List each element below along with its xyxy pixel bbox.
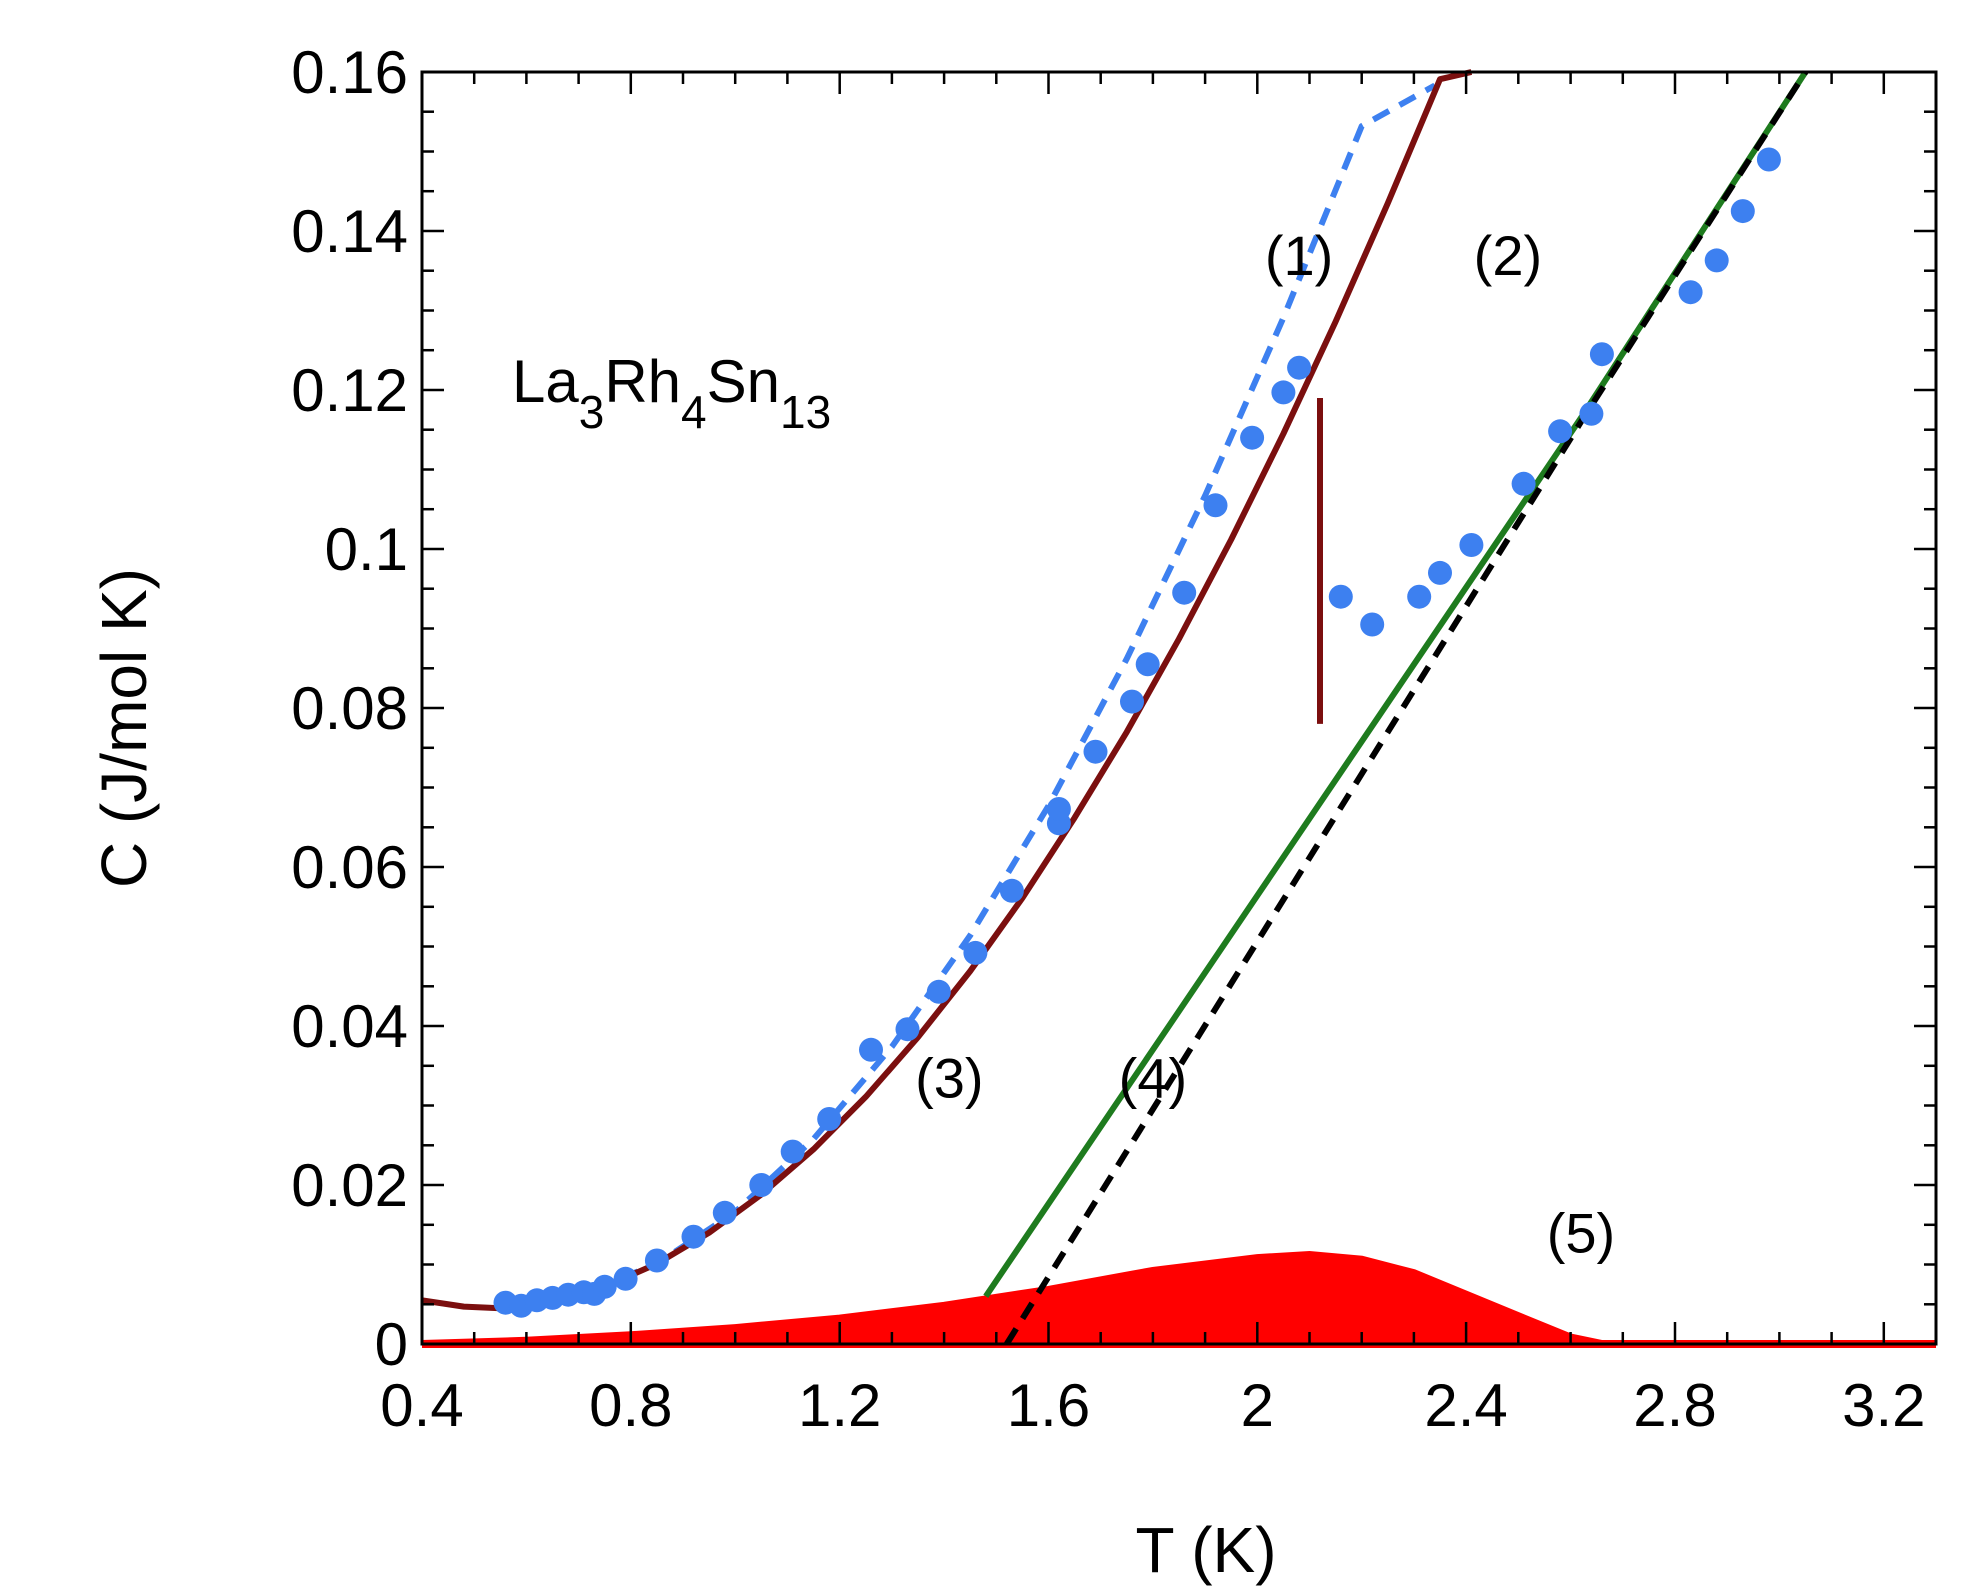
data-point: [681, 1224, 706, 1249]
data-point: [1589, 342, 1614, 367]
annotation-curve-5: (5): [1547, 1202, 1615, 1265]
data-point: [895, 1017, 920, 1042]
data-point: [712, 1200, 737, 1225]
data-point: [1083, 739, 1108, 764]
annotation-curve-4: (4): [1119, 1047, 1187, 1110]
data-point: [1756, 147, 1781, 172]
data-point: [1328, 584, 1353, 609]
ticks-layer: 0.4 0.8 1.2 1.6 2 2.4 2.8 3.2 0 0.02 0.04 0.06 0.08 0…: [291, 39, 1938, 1439]
data-point: [963, 940, 988, 965]
data-point: [749, 1173, 774, 1197]
data-point: [999, 878, 1024, 903]
y-tick-label: 0.08: [291, 675, 408, 742]
data-point: [1046, 797, 1071, 821]
formula-sub-2: 4: [681, 386, 707, 438]
x-tick-label: 2: [1241, 1372, 1274, 1439]
data-point: [1407, 584, 1432, 609]
text-layer: T (K) C (J/mol K) La3Rh4Sn13 (1) (2) (3)…: [88, 224, 1615, 1586]
y-tick-label: 0.16: [291, 39, 408, 106]
series-layer: [422, 69, 1936, 1348]
x-tick-label: 1.6: [1007, 1372, 1090, 1439]
formula-el-1: La: [512, 348, 579, 415]
data-point: [1704, 248, 1729, 273]
x-tick-label: 0.8: [589, 1372, 672, 1439]
x-tick-label: 2.4: [1424, 1372, 1507, 1439]
series-4-line: [1004, 70, 1809, 1346]
data-point: [1271, 380, 1296, 405]
annotation-curve-3: (3): [915, 1047, 983, 1110]
compound-formula: La3Rh4Sn13: [512, 348, 831, 438]
y-axis-label: C (J/mol K): [88, 568, 160, 888]
data-point: [926, 979, 951, 1004]
data-point: [780, 1139, 805, 1164]
y-tick-label: 0: [375, 1311, 408, 1378]
data-point: [1120, 689, 1144, 714]
data-point: [1172, 580, 1197, 605]
data-point: [1548, 419, 1573, 444]
data-point: [1730, 199, 1755, 224]
x-tick-label: 1.2: [798, 1372, 881, 1439]
formula-el-2: Rh: [604, 348, 681, 415]
data-point: [1360, 612, 1385, 637]
data-point: [1579, 401, 1604, 426]
data-point: [1678, 280, 1703, 305]
series-5-area: [422, 1250, 1936, 1348]
x-tick-label: 0.4: [380, 1372, 463, 1439]
data-point: [592, 1274, 617, 1299]
data-point: [1428, 560, 1452, 585]
y-tick-label: 0.12: [291, 357, 408, 424]
y-tick-label: 0.14: [291, 198, 408, 265]
data-point: [1203, 493, 1228, 518]
data-point: [1511, 471, 1536, 496]
data-point: [859, 1037, 883, 1062]
data-point: [1240, 425, 1265, 450]
y-tick-label: 0.1: [325, 516, 408, 583]
x-axis-label: T (K): [1135, 1514, 1276, 1586]
y-tick-label: 0.02: [291, 1152, 408, 1219]
data-point: [613, 1266, 638, 1291]
formula-sub-1: 3: [579, 386, 605, 438]
formula-sub-3: 13: [780, 386, 831, 438]
data-point: [644, 1248, 669, 1273]
data-point: [1287, 355, 1312, 380]
y-tick-label: 0.06: [291, 834, 408, 901]
x-tick-label: 3.2: [1842, 1372, 1925, 1439]
data-point: [1135, 652, 1160, 677]
series-3-line: [983, 70, 1809, 1298]
formula-el-3: Sn: [707, 348, 780, 415]
annotation-curve-1: (1): [1265, 224, 1333, 287]
x-tick-label: 2.8: [1633, 1372, 1716, 1439]
y-tick-label: 0.04: [291, 993, 408, 1060]
data-point: [1459, 533, 1484, 557]
data-point: [817, 1107, 842, 1131]
annotation-curve-2: (2): [1474, 224, 1542, 287]
